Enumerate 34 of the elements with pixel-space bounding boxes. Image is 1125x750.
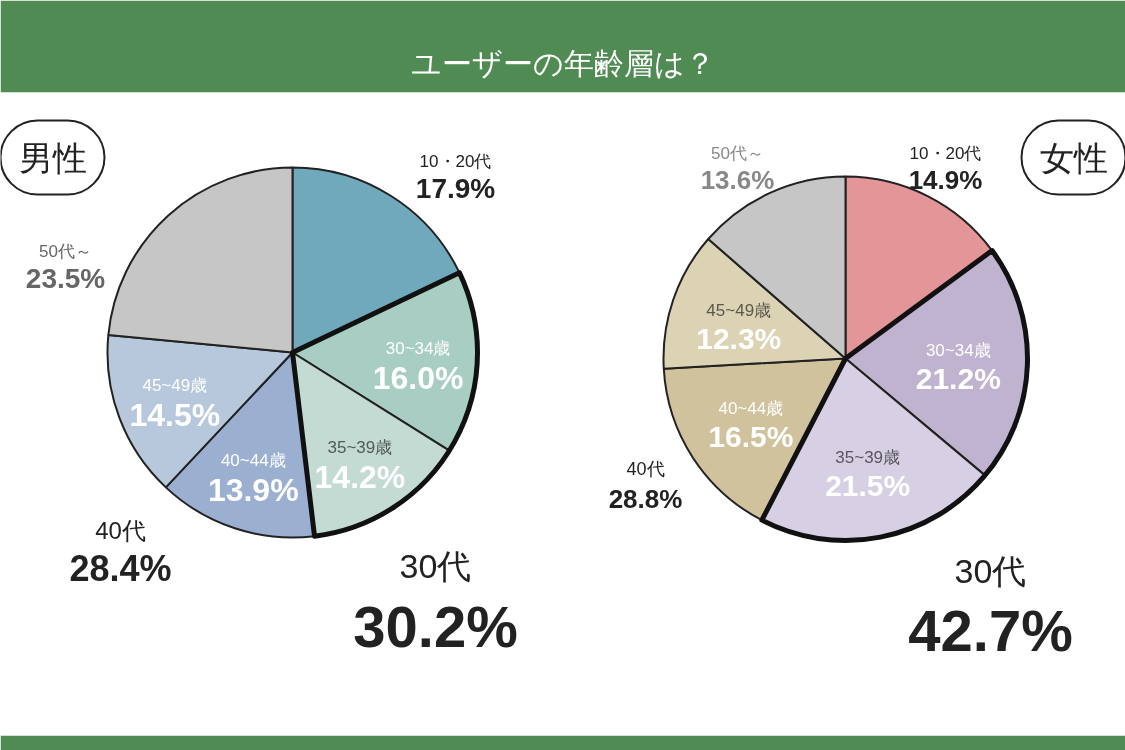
text: ユーザーの年齢層は？	[411, 46, 715, 80]
data-label: 21.2%	[915, 362, 1001, 396]
data-label: 14.2%	[314, 458, 406, 495]
data-label: 13.9%	[207, 472, 299, 509]
text: 40代	[626, 458, 665, 479]
data-label: 16.5%	[708, 419, 794, 453]
data-label: 17.9%	[415, 172, 496, 204]
slice-label: 30~34歳	[385, 338, 451, 358]
text: 42.7%	[908, 598, 1073, 663]
text: 40代	[95, 517, 146, 544]
slice-label: 40~44歳	[220, 451, 286, 471]
slice-label: 45~49歳	[706, 300, 772, 320]
data-label: 13.6%	[700, 164, 775, 195]
slice-label: 40~44歳	[718, 398, 784, 418]
slice-label: 10・20代	[909, 143, 982, 163]
chart-subtitle: 女性	[1039, 138, 1108, 177]
slice-label: 35~39歳	[327, 437, 393, 457]
data-label: 12.3%	[696, 321, 782, 355]
data-label: 23.5%	[25, 262, 106, 294]
slice-label: 10・20代	[419, 151, 492, 171]
text: 28.8%	[608, 483, 683, 514]
data-label: 14.5%	[129, 396, 221, 433]
text: 30代	[954, 551, 1027, 590]
text: 28.4%	[69, 548, 172, 589]
slice-label: 45~49歳	[142, 375, 208, 395]
text: 30代	[399, 546, 472, 585]
slice-label: 30~34歳	[925, 341, 991, 361]
data-label: 16.0%	[372, 359, 464, 396]
text: 30.2%	[353, 594, 518, 659]
slice-label: 50代～	[711, 143, 764, 163]
slice-label: 50代～	[39, 241, 92, 261]
data-label: 14.9%	[908, 164, 983, 195]
slice-label: 35~39歳	[835, 448, 901, 468]
chart-subtitle: 男性	[18, 138, 87, 177]
